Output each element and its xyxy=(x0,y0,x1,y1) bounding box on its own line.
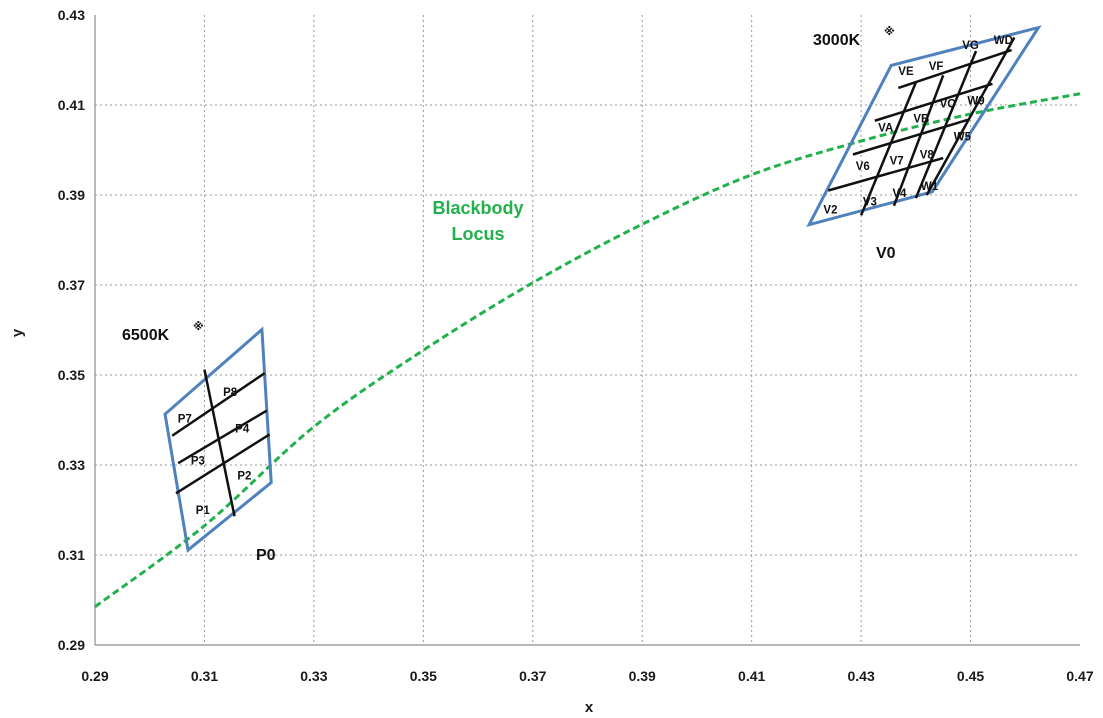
blackbody-locus-line xyxy=(94,92,1081,608)
cct-mark: ※ xyxy=(193,320,204,333)
bin-cell-label: V6 xyxy=(856,161,870,173)
y-tick-label: 0.33 xyxy=(58,457,85,473)
bin-cell-label: P1 xyxy=(196,505,211,517)
bin-group-p0: P8 P7 P4 P3 P2 P1 6500K ※ P0 xyxy=(122,320,276,564)
bin-divider-line xyxy=(171,372,266,437)
bin-divider-line xyxy=(859,82,917,216)
bin-cell-label: WD xyxy=(994,35,1013,47)
bin-divider-line xyxy=(852,118,969,156)
x-tick-label: 0.29 xyxy=(81,668,108,684)
blackbody-locus-layer: Blackbody Locus xyxy=(94,92,1081,608)
bin-divider-line xyxy=(177,409,268,465)
bin-cell-label: P8 xyxy=(223,387,238,399)
bin-group-v0: WD VG VF VE W9 VC VB VA W5 V8 V7 V6 W1 V4 V3 V2 3000K ※ V0 xyxy=(806,25,1042,262)
bin-cell-label: V8 xyxy=(920,150,935,162)
cct-label: 3000K xyxy=(813,32,861,49)
bin-cell-label: VB xyxy=(913,114,929,126)
x-tick-label: 0.33 xyxy=(300,668,327,684)
y-tick-label: 0.39 xyxy=(58,187,85,203)
y-tick-label: 0.37 xyxy=(58,277,85,293)
x-tick-label: 0.41 xyxy=(738,668,765,684)
x-tick-label: 0.31 xyxy=(191,668,218,684)
bin-divider-line xyxy=(203,369,236,517)
bin-cell-label: P4 xyxy=(235,424,250,436)
bin-cell-label: W9 xyxy=(967,96,984,108)
x-tick-label: 0.37 xyxy=(519,668,546,684)
region-label: V0 xyxy=(876,245,896,262)
gridlines xyxy=(95,15,1080,645)
y-axis-title: y xyxy=(9,328,26,337)
bin-cell-label: VG xyxy=(962,40,979,52)
bin-cell-label: W1 xyxy=(921,181,939,193)
bin-cell-label: V7 xyxy=(890,155,904,167)
bin-cell-label: VC xyxy=(940,99,956,111)
bin-divider-line xyxy=(914,50,978,199)
y-tick-label: 0.41 xyxy=(58,97,85,113)
axes: 0.29 0.31 0.33 0.35 0.37 0.39 0.41 0.43 0.45 0.47… xyxy=(58,7,1094,684)
y-tick-label: 0.35 xyxy=(58,367,85,383)
bin-cell-label: P3 xyxy=(191,456,205,468)
bin-cell-label: VE xyxy=(898,66,914,78)
bin-divider-line xyxy=(925,36,1016,196)
bin-cell-label: V3 xyxy=(863,196,877,208)
bin-cell-label: W5 xyxy=(954,132,972,144)
bin-cell-label: P2 xyxy=(237,470,251,482)
blackbody-locus-label: Blackbody xyxy=(432,198,523,218)
x-tick-label: 0.39 xyxy=(629,668,656,684)
bin-boundary xyxy=(163,326,273,553)
bin-cell-label: V4 xyxy=(892,188,907,200)
x-tick-label: 0.43 xyxy=(847,668,874,684)
region-label: P0 xyxy=(256,547,276,564)
blackbody-locus-label: Locus xyxy=(451,224,504,244)
bin-boundary xyxy=(806,25,1042,228)
x-tick-label: 0.45 xyxy=(957,668,984,684)
x-axis-title: x xyxy=(585,699,594,716)
bin-cell-label: V2 xyxy=(823,204,837,216)
bin-cell-label: VF xyxy=(929,61,944,73)
bin-cell-label: VA xyxy=(878,123,893,135)
bin-cell-label: P7 xyxy=(178,414,192,426)
bin-divider-line xyxy=(892,74,945,207)
y-tick-label: 0.43 xyxy=(58,7,85,23)
bin-divider-line xyxy=(175,433,271,495)
y-tick-label: 0.31 xyxy=(58,547,85,563)
x-tick-label: 0.35 xyxy=(410,668,437,684)
y-tick-label: 0.29 xyxy=(58,637,85,653)
bin-groups-layer: P8 P7 P4 P3 P2 P1 6500K ※ P0 WD VG VF VE W9 VC VB VA W5 V8… xyxy=(122,25,1042,564)
bin-divider-line xyxy=(827,156,944,192)
cct-label: 6500K xyxy=(122,327,170,344)
bin-divider-line xyxy=(897,48,1012,90)
x-tick-label: 0.47 xyxy=(1066,668,1093,684)
cct-mark: ※ xyxy=(884,25,895,38)
